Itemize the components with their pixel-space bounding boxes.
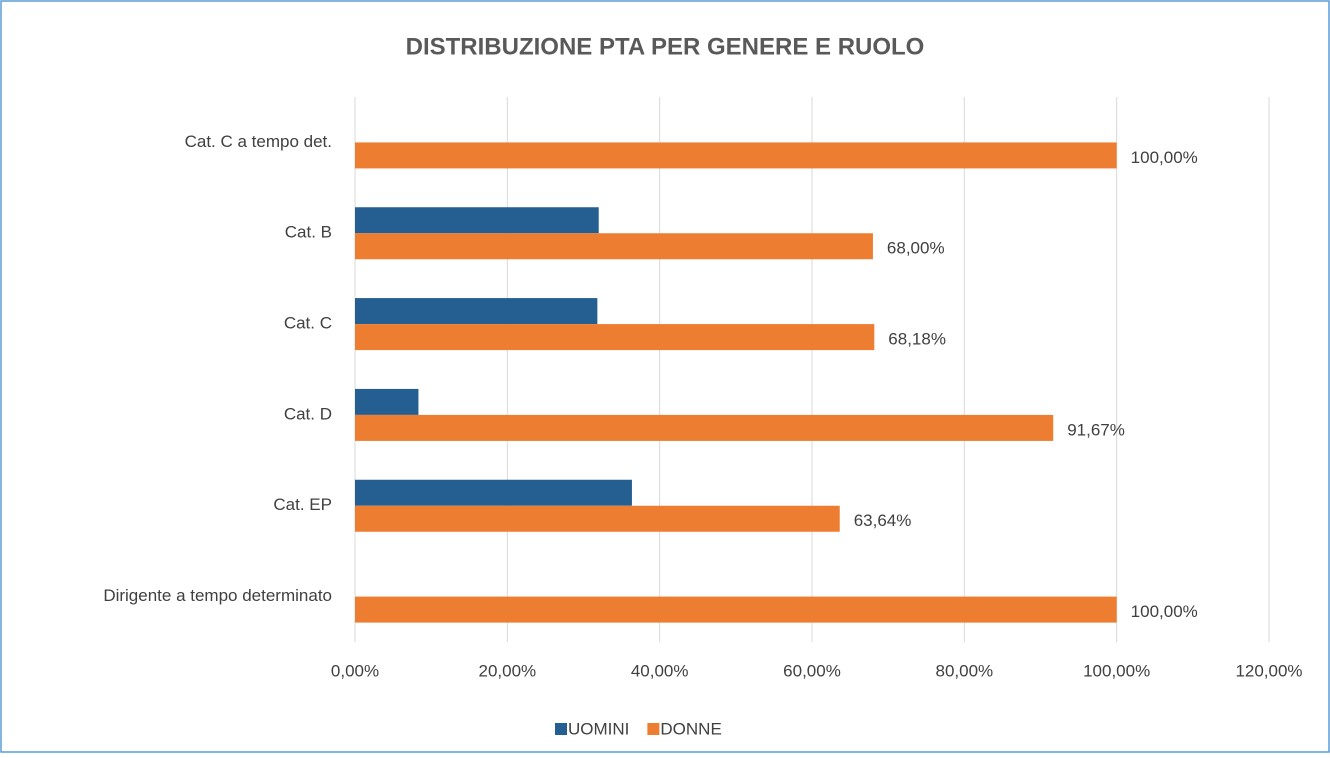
y-tick-label: Cat. EP — [273, 495, 332, 514]
x-tick-label: 100,00% — [1083, 661, 1150, 680]
legend-swatch — [647, 723, 660, 735]
chart-title: DISTRIBUZIONE PTA PER GENERE E RUOLO — [406, 33, 925, 60]
y-tick-label: Cat. C — [284, 314, 332, 333]
data-label: 100,00% — [1131, 148, 1198, 167]
x-tick-label: 60,00% — [783, 661, 841, 680]
data-label: 91,67% — [1067, 420, 1125, 439]
bar — [355, 142, 1117, 169]
y-tick-label: Cat. D — [284, 404, 332, 423]
legend-label: UOMINI — [568, 719, 629, 738]
bar — [355, 479, 632, 506]
bar — [355, 388, 419, 415]
x-tick-label: 0,00% — [331, 661, 379, 680]
y-tick-label: Dirigente a tempo determinato — [103, 586, 332, 605]
legend-swatch — [555, 723, 567, 735]
bar — [355, 207, 599, 234]
bar — [355, 414, 1054, 441]
data-label: 68,00% — [887, 239, 945, 258]
y-tick-label: Cat. B — [285, 223, 332, 242]
data-label: 68,18% — [888, 330, 946, 349]
x-tick-label: 20,00% — [478, 661, 536, 680]
data-label: 63,64% — [854, 511, 912, 530]
bar — [355, 596, 1117, 623]
legend-label: DONNE — [660, 719, 721, 738]
bar — [355, 233, 873, 260]
bar — [355, 324, 875, 351]
bar — [355, 298, 598, 325]
bar — [355, 505, 840, 532]
y-tick-label: Cat. C a tempo det. — [185, 132, 332, 151]
data-label: 100,00% — [1131, 602, 1198, 621]
x-tick-label: 80,00% — [935, 661, 993, 680]
x-tick-label: 40,00% — [631, 661, 689, 680]
x-tick-label: 120,00% — [1235, 661, 1302, 680]
